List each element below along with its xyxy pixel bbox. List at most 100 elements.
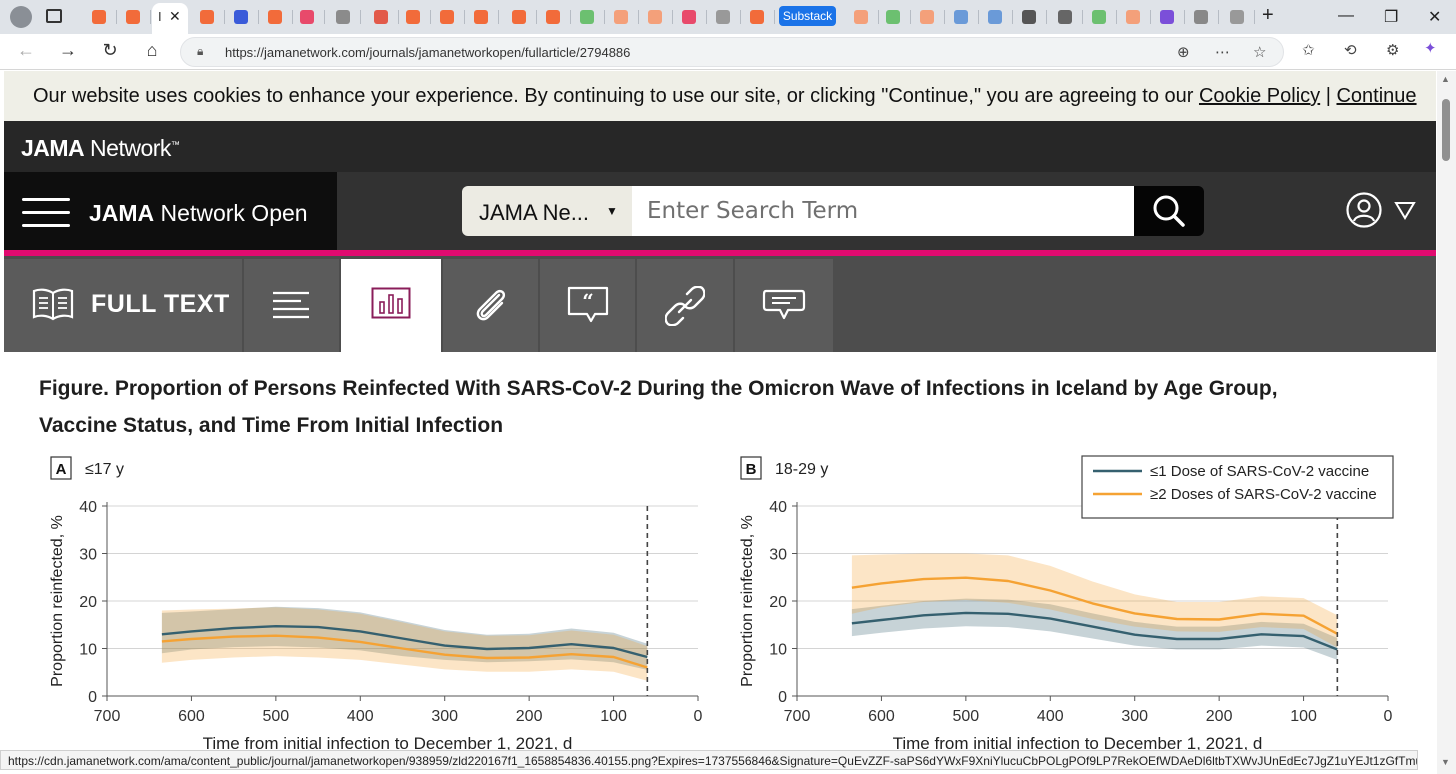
jama-network-logo[interactable]: JAMA Network™ [21, 135, 180, 162]
tab-separator [740, 10, 741, 24]
close-tab-icon[interactable]: ✕ [169, 8, 181, 24]
tab-separator [324, 10, 325, 24]
bar-chart-icon [371, 287, 411, 319]
tab-separator [1150, 10, 1151, 24]
tab-separator [1046, 10, 1047, 24]
journal-bold: JAMA [89, 200, 155, 226]
tab-favicon[interactable] [854, 10, 868, 24]
tab-favicon[interactable] [716, 10, 730, 24]
speech-bubble-icon [762, 289, 806, 320]
tab-favicon[interactable] [886, 10, 900, 24]
tab-favicon[interactable] [1160, 10, 1174, 24]
svg-text:“: “ [582, 289, 594, 313]
tab-favicon[interactable] [580, 10, 594, 24]
journal-brand-area: JAMA Network Open [4, 172, 337, 250]
maximize-icon[interactable]: ❐ [1384, 9, 1399, 26]
minimize-icon[interactable]: — [1338, 7, 1354, 24]
tab-links[interactable] [637, 259, 733, 352]
tab-favicon[interactable] [648, 10, 662, 24]
tab-separator [604, 10, 605, 24]
tab-favicon[interactable] [988, 10, 1002, 24]
tab-favicon[interactable] [336, 10, 350, 24]
cookie-policy-link[interactable]: Cookie Policy [1198, 85, 1321, 107]
tab-favicon[interactable] [614, 10, 628, 24]
new-tab-icon[interactable]: + [1262, 4, 1274, 26]
tab-actions-icon[interactable] [46, 9, 62, 23]
journal-name[interactable]: JAMA Network Open [89, 200, 308, 227]
extensions-icon[interactable]: ⚙ [1386, 42, 1400, 59]
tab-favicon[interactable] [92, 10, 106, 24]
tab-supplements[interactable] [443, 259, 538, 352]
tab-favicon[interactable] [1230, 10, 1244, 24]
tab-favicon[interactable] [512, 10, 526, 24]
tab-favicon[interactable] [1058, 10, 1072, 24]
tab-separator [878, 10, 879, 24]
scroll-down-icon[interactable]: ▼ [1441, 757, 1450, 767]
tab-separator [292, 10, 293, 24]
tab-favicon[interactable] [474, 10, 488, 24]
tab-full-text[interactable]: FULL TEXT [4, 259, 242, 352]
favorites-icon[interactable]: ✩ [1302, 42, 1315, 59]
profile-avatar-icon[interactable] [10, 6, 32, 28]
refresh-icon[interactable]: ↻ [102, 40, 118, 60]
continue-link[interactable]: Continue [1336, 85, 1417, 107]
page-scrollbar[interactable]: ▲ ▼ [1437, 71, 1456, 774]
tab-separator [398, 10, 399, 24]
lock-icon[interactable]: 🔒︎ [197, 44, 204, 58]
tab-figures[interactable] [341, 259, 441, 352]
tab-favicon[interactable] [750, 10, 764, 24]
active-browser-tab[interactable] [152, 3, 188, 34]
tab-separator [706, 10, 707, 24]
more-tools-icon[interactable]: ⋯ [1215, 44, 1230, 61]
tab-separator [1082, 10, 1083, 24]
zoom-icon[interactable]: ⊕ [1177, 44, 1190, 61]
search-button[interactable] [1134, 186, 1204, 236]
scrollbar-thumb[interactable] [1442, 99, 1450, 161]
scroll-up-icon[interactable]: ▲ [1441, 74, 1450, 84]
tab-favicon[interactable] [1194, 10, 1208, 24]
tab-favicon[interactable] [300, 10, 314, 24]
tab-separator [430, 10, 431, 24]
quote-bubble-icon: “ [567, 286, 609, 323]
tab-favicon[interactable] [1092, 10, 1106, 24]
tab-sections[interactable] [244, 259, 339, 352]
search-scope-select[interactable]: JAMA Ne... ▼ [462, 186, 632, 236]
tab-favicon[interactable] [440, 10, 454, 24]
tab-favicon[interactable] [234, 10, 248, 24]
tab-comments[interactable]: “ [540, 259, 635, 352]
tab-favicon[interactable] [200, 10, 214, 24]
tab-favicon[interactable] [682, 10, 696, 24]
search-input[interactable] [632, 186, 1134, 236]
cookie-separator: | [1325, 85, 1331, 107]
user-account-icon[interactable] [1346, 192, 1382, 228]
link-status-bar: https://cdn.jamanetwork.com/ama/content_… [0, 750, 1418, 770]
tab-favicon[interactable] [374, 10, 388, 24]
forward-icon[interactable]: → [59, 40, 77, 60]
book-icon [32, 288, 74, 321]
favorite-star-icon[interactable]: ☆ [1253, 44, 1267, 61]
logo-bold: JAMA [21, 135, 85, 161]
tab-separator [1116, 10, 1117, 24]
tab-favicon[interactable] [546, 10, 560, 24]
account-caret-icon[interactable] [1394, 199, 1416, 221]
substack-tab[interactable]: Substack [779, 6, 836, 26]
cookie-message: Our website uses cookies to enhance your… [33, 85, 1194, 107]
close-window-icon[interactable]: ✕ [1428, 9, 1442, 26]
tab-discussion[interactable] [735, 259, 833, 352]
tab-favicon[interactable] [126, 10, 140, 24]
url-field[interactable]: 🔒︎ https://jamanetwork.com/journals/jama… [180, 37, 1284, 67]
tab-favicon[interactable] [1126, 10, 1140, 24]
tab-favicon[interactable] [1022, 10, 1036, 24]
tab-favicon[interactable] [920, 10, 934, 24]
back-icon[interactable]: ← [17, 40, 35, 60]
tab-separator [944, 10, 945, 24]
history-icon[interactable]: ⟲ [1344, 42, 1357, 59]
tab-favicon[interactable] [406, 10, 420, 24]
menu-icon[interactable] [22, 198, 70, 228]
header-accent-line [4, 250, 1436, 256]
tab-favicon[interactable] [954, 10, 968, 24]
tab-separator [672, 10, 673, 24]
copilot-icon[interactable]: ✦ [1424, 40, 1437, 57]
tab-favicon[interactable] [268, 10, 282, 24]
home-icon[interactable]: ⌂ [146, 40, 158, 60]
